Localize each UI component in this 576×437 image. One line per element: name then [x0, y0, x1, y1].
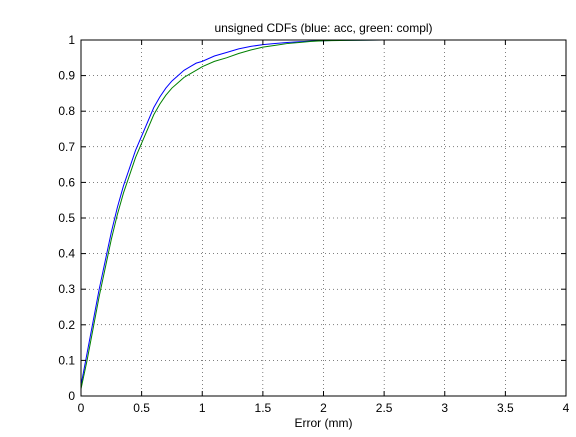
x-axis-label: Error (mm): [295, 416, 353, 430]
x-tick-label: 1.5: [255, 401, 272, 415]
y-tick-label: 0.1: [58, 353, 75, 367]
y-tick-label: 0.3: [58, 282, 75, 296]
x-tick-label: 2.5: [376, 401, 393, 415]
y-tick-label: 0.7: [58, 140, 75, 154]
x-tick-label: 4: [563, 401, 570, 415]
x-tick-label: 0: [78, 401, 85, 415]
x-tick-label: 0.5: [133, 401, 150, 415]
ticks: 0 0.5 1 1.5 2 2.5 3 3.5 4 0 0.1 0.2 0.3 0.4 0.5 0.6 0.7 0…: [58, 33, 569, 415]
y-tick-label: 0: [68, 389, 75, 403]
y-tick-label: 1: [68, 33, 75, 47]
x-tick-label: 3.5: [497, 401, 514, 415]
chart-title: unsigned CDFs (blue: acc, green: compl): [214, 21, 432, 35]
x-tick-label: 2: [320, 401, 327, 415]
y-tick-label: 0.9: [58, 69, 75, 83]
y-tick-label: 0.2: [58, 318, 75, 332]
x-tick-label: 1: [199, 401, 206, 415]
series-layer: [80, 39, 506, 389]
x-tick-label: 3: [441, 401, 448, 415]
y-tick-label: 0.4: [58, 247, 75, 261]
y-tick-label: 0.5: [58, 211, 75, 225]
grid: [81, 40, 566, 396]
green-cdf-line: [80, 39, 385, 389]
blue-cdf-line: [80, 39, 506, 386]
y-tick-label: 0.8: [58, 104, 75, 118]
y-tick-label: 0.6: [58, 175, 75, 189]
